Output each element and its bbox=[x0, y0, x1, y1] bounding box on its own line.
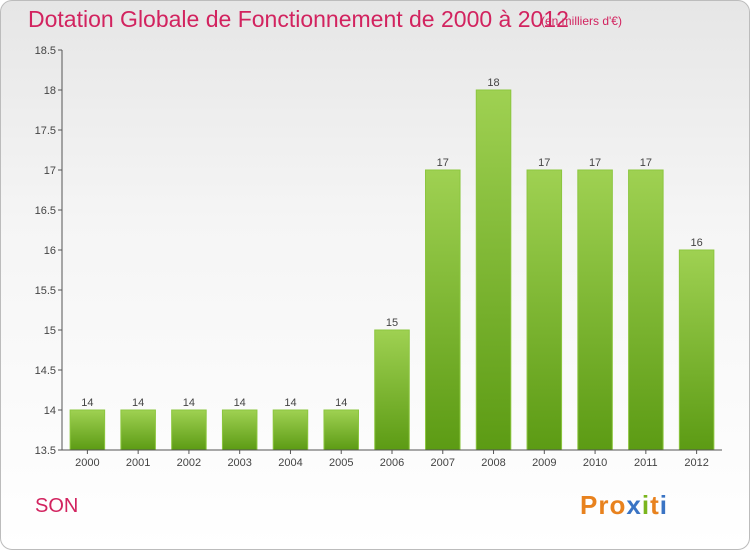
bar-value-label: 17 bbox=[538, 157, 550, 169]
logo-letter: i bbox=[659, 490, 668, 520]
y-tick-label: 18 bbox=[44, 85, 56, 97]
bar-value-label: 14 bbox=[335, 397, 347, 409]
y-tick-label: 15 bbox=[44, 325, 56, 337]
logo-letter: i bbox=[641, 490, 651, 520]
x-tick-label: 2002 bbox=[177, 457, 201, 469]
x-tick-label: 2011 bbox=[634, 457, 658, 469]
bar-2004 bbox=[272, 409, 309, 451]
y-tick-label: 16.5 bbox=[35, 205, 56, 217]
bar-2007 bbox=[425, 169, 461, 451]
bar-value-label: 15 bbox=[386, 317, 398, 329]
bar-2003 bbox=[221, 409, 258, 451]
logo-letter: o bbox=[609, 490, 627, 520]
x-tick-label: 2004 bbox=[278, 457, 302, 469]
x-tick-label: 2006 bbox=[380, 457, 404, 469]
bars: 14 14 14 14 14 14 15 17 18 17 17 17 16 bbox=[69, 77, 715, 451]
bar-2012 bbox=[678, 249, 715, 451]
bar-2009 bbox=[526, 169, 563, 451]
y-tick-label: 16 bbox=[44, 245, 56, 257]
bar-value-label: 14 bbox=[81, 397, 93, 409]
y-tick-label: 15.5 bbox=[35, 285, 56, 297]
bar-2010 bbox=[577, 169, 613, 451]
proxiti-logo[interactable]: Proxiti bbox=[580, 490, 668, 521]
y-tick-label: 18.5 bbox=[35, 45, 56, 57]
chart-subtitle: (en milliers d'€) bbox=[541, 14, 622, 28]
x-axis: 2000 2001 2002 2003 2004 2005 2006 2007 2008 2009… bbox=[62, 449, 722, 469]
logo-letter: t bbox=[650, 490, 660, 520]
bar-value-label: 14 bbox=[132, 397, 144, 409]
logo-letter: x bbox=[626, 490, 642, 520]
x-tick-label: 2003 bbox=[227, 457, 251, 469]
x-tick-label: 2008 bbox=[481, 457, 505, 469]
y-tick-label: 13.5 bbox=[35, 445, 56, 457]
x-tick-label: 2012 bbox=[684, 457, 708, 469]
bar-value-label: 17 bbox=[437, 157, 449, 169]
x-tick-label: 2009 bbox=[532, 457, 556, 469]
bar-2001 bbox=[120, 409, 156, 451]
bar-2000 bbox=[69, 409, 106, 451]
commune-name: SON bbox=[35, 495, 79, 517]
bar-2011 bbox=[628, 169, 664, 451]
y-tick-label: 14 bbox=[44, 405, 56, 417]
y-tick-label: 17 bbox=[44, 165, 56, 177]
x-tick-label: 2007 bbox=[431, 457, 455, 469]
x-tick-label: 2005 bbox=[329, 457, 353, 469]
bar-2006 bbox=[374, 329, 410, 451]
logo-letter: r bbox=[598, 490, 610, 520]
y-axis: 13.5 14 14.5 15 15.5 16 16.5 17 17.5 18 18.5 bbox=[35, 45, 63, 457]
bar-value-label: 17 bbox=[640, 157, 652, 169]
x-tick-label: 2000 bbox=[75, 457, 99, 469]
bar-2002 bbox=[171, 409, 207, 451]
bar-value-label: 14 bbox=[183, 397, 195, 409]
y-tick-label: 14.5 bbox=[35, 365, 56, 377]
bar-2005 bbox=[323, 409, 359, 451]
y-tick-label: 17.5 bbox=[35, 125, 56, 137]
bar-value-label: 17 bbox=[589, 157, 601, 169]
bar-value-label: 14 bbox=[234, 397, 246, 409]
bar-value-label: 18 bbox=[487, 77, 499, 89]
x-tick-label: 2001 bbox=[126, 457, 150, 469]
x-tick-label: 2010 bbox=[583, 457, 607, 469]
bar-value-label: 14 bbox=[284, 397, 296, 409]
logo-letter: P bbox=[580, 490, 599, 520]
bar-value-label: 16 bbox=[690, 237, 702, 249]
bar-2008 bbox=[475, 89, 512, 451]
chart-title: Dotation Globale de Fonctionnement de 20… bbox=[28, 6, 569, 32]
